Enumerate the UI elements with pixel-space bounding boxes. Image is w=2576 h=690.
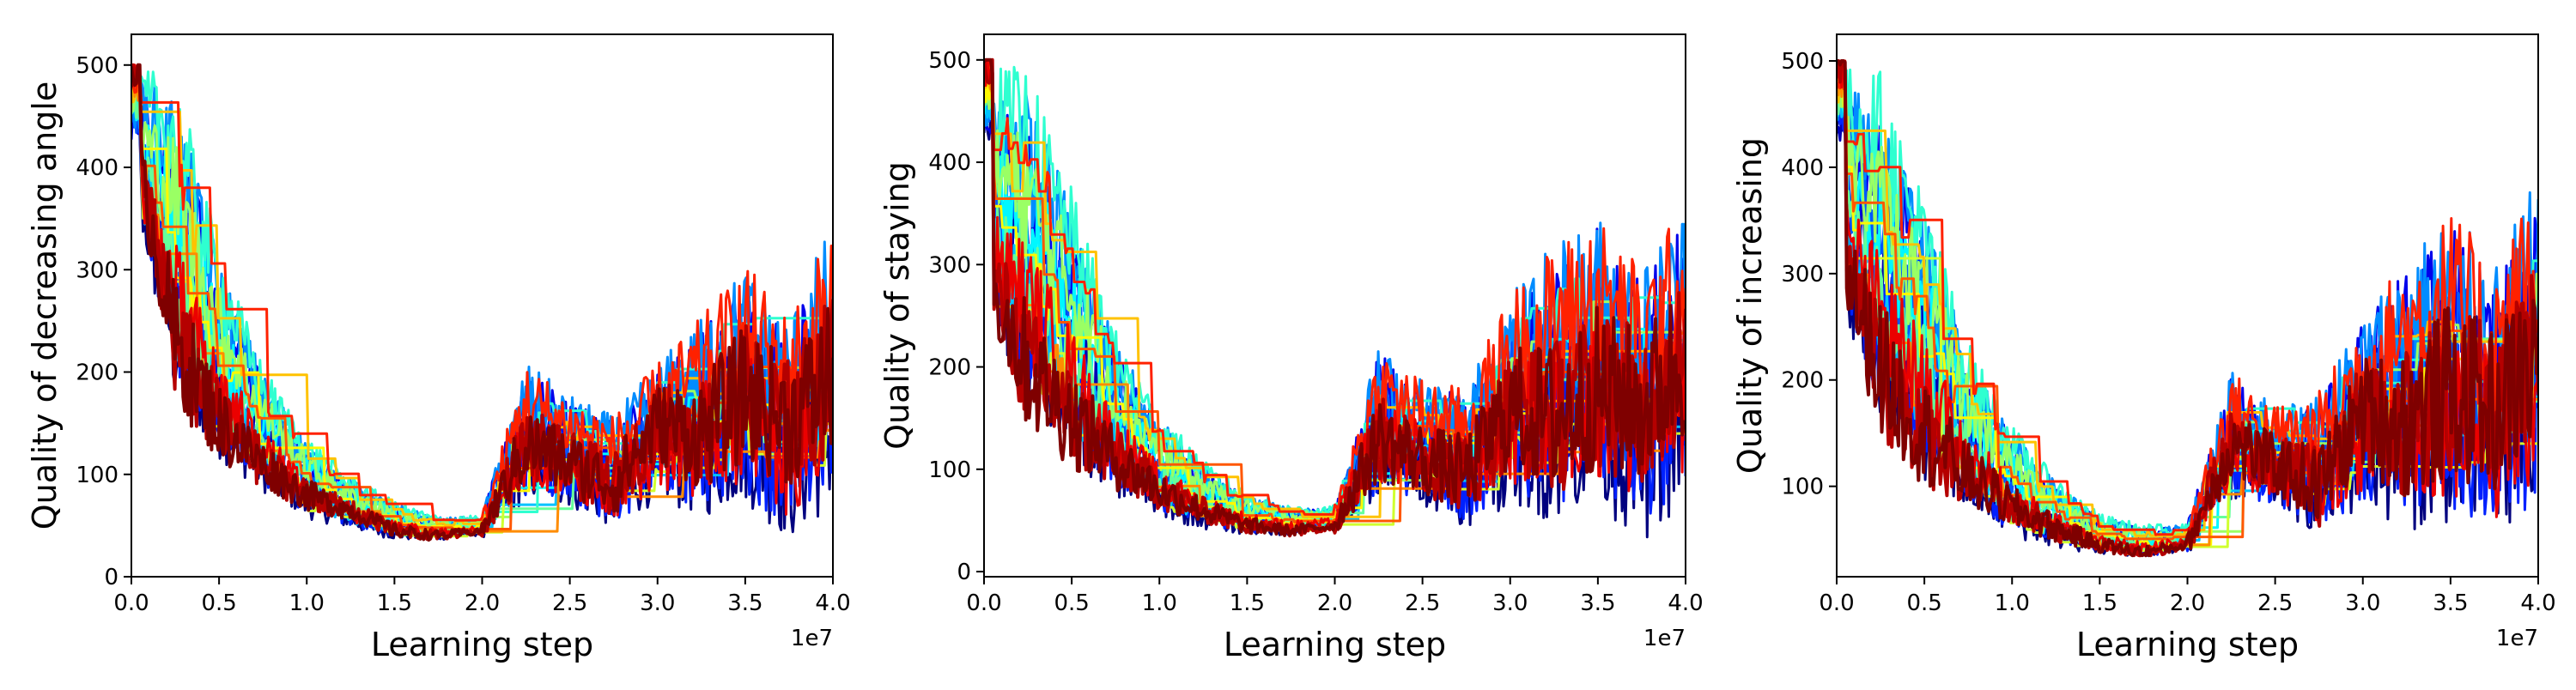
- x-tick-label: 1.5: [1230, 590, 1265, 616]
- x-offset-label: 1e7: [2496, 626, 2538, 651]
- chart-panel-3: 0.0 0.5 1.0 1.5 2.0 2.5 3.0 3.5 4.0 100 200 300 400 5…: [1731, 33, 2556, 663]
- y-tick-label: 100: [76, 463, 118, 488]
- x-tick-label: 4.0: [815, 590, 850, 616]
- x-tick-label: 0.5: [1054, 590, 1089, 616]
- y-tick-label: 500: [1781, 49, 1824, 75]
- x-tick-label: 2.5: [552, 590, 587, 616]
- y-axis-label: Quality of staying: [878, 161, 916, 450]
- series-line-20: [984, 58, 1686, 537]
- y-tick-label: 0: [957, 560, 971, 585]
- series-line-17: [984, 58, 1686, 516]
- x-tick-label: 4.0: [2520, 590, 2555, 616]
- x-tick-label: 0.5: [201, 590, 236, 616]
- x-tick-label: 0.5: [1906, 590, 1941, 616]
- series-group: [131, 63, 833, 542]
- x-tick-label: 1.0: [1995, 590, 2030, 616]
- x-tick-label: 2.5: [2257, 590, 2293, 616]
- x-offset-label: 1e7: [1643, 626, 1686, 651]
- x-tick-label: 1.0: [289, 590, 325, 616]
- y-tick-label: 400: [928, 150, 971, 176]
- x-tick-label: 4.0: [1668, 590, 1703, 616]
- x-tick-label: 1.5: [2082, 590, 2117, 616]
- y-tick-label: 100: [1781, 475, 1824, 500]
- y-tick-label: 300: [1781, 262, 1824, 288]
- series-group: [1837, 59, 2538, 558]
- series-line-20: [1837, 59, 2538, 558]
- x-axis-label: Learning step: [371, 626, 593, 663]
- x-tick-label: 1.0: [1142, 590, 1177, 616]
- x-tick-label: 0.0: [966, 590, 1001, 616]
- y-tick-label: 500: [928, 48, 971, 74]
- x-tick-label: 3.5: [727, 590, 762, 616]
- series-line-20: [131, 63, 833, 542]
- x-tick-label: 2.0: [1317, 590, 1352, 616]
- x-tick-label: 3.5: [1580, 590, 1615, 616]
- y-tick-label: 200: [928, 355, 971, 381]
- x-tick-label: 3.0: [640, 590, 675, 616]
- x-tick-label: 3.0: [1492, 590, 1528, 616]
- x-tick-label: 3.5: [2433, 590, 2468, 616]
- y-tick-label: 0: [104, 565, 118, 590]
- y-tick-label: 200: [1781, 368, 1824, 394]
- chart-panel-2: 0.0 0.5 1.0 1.5 2.0 2.5 3.0 3.5 4.0 0 100 200 300 400…: [878, 33, 1704, 663]
- y-axis-label: Quality of increasing: [1731, 137, 1769, 474]
- y-tick-label: 200: [76, 360, 118, 386]
- x-offset-label: 1e7: [791, 626, 833, 651]
- y-tick-label: 300: [928, 252, 971, 278]
- y-tick-label: 500: [76, 53, 118, 79]
- series-group: [984, 58, 1686, 539]
- chart-panel-1: 0.0 0.5 1.0 1.5 2.0 2.5 3.0 3.5 4.0 0 100 200 300 400…: [26, 33, 851, 663]
- x-tick-label: 2.0: [465, 590, 500, 616]
- x-tick-label: 1.5: [377, 590, 412, 616]
- x-axis-label: Learning step: [1224, 626, 1446, 663]
- x-axis-label: Learning step: [2076, 626, 2299, 663]
- y-tick-label: 400: [76, 155, 118, 181]
- x-tick-label: 0.0: [113, 590, 149, 616]
- y-axis-label: Quality of decreasing angle: [26, 82, 64, 530]
- y-tick-label: 300: [76, 257, 118, 283]
- y-tick-label: 400: [1781, 155, 1824, 181]
- y-tick-label: 100: [928, 457, 971, 483]
- x-tick-label: 3.0: [2345, 590, 2380, 616]
- x-tick-label: 2.5: [1405, 590, 1440, 616]
- x-tick-label: 0.0: [1819, 590, 1854, 616]
- x-tick-label: 2.0: [2170, 590, 2205, 616]
